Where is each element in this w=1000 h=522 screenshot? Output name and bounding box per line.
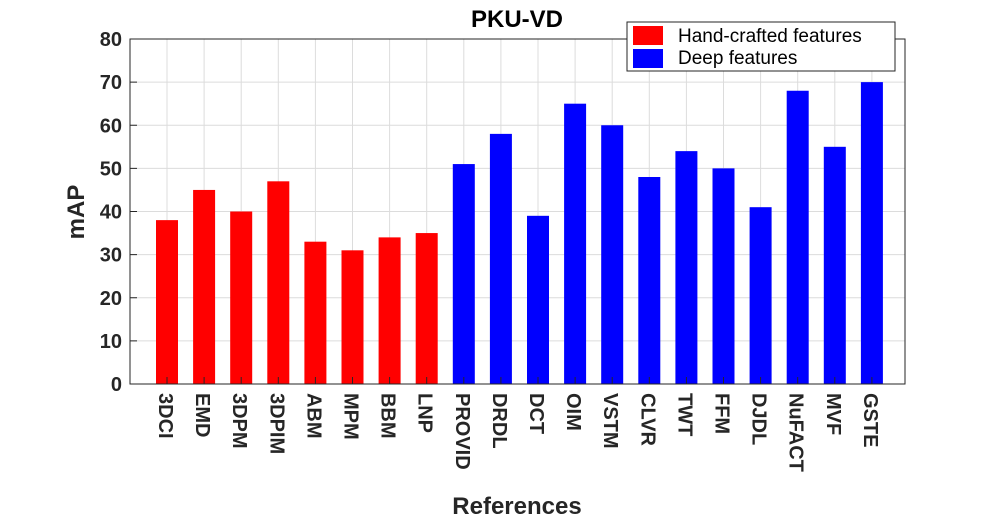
bar-mvf	[823, 146, 846, 384]
bar-3dci	[156, 220, 178, 384]
bar-nufact	[786, 90, 809, 384]
y-tick-label: 40	[100, 202, 122, 224]
bar-twt	[675, 151, 698, 384]
x-tick-label: LNP	[414, 393, 436, 433]
bar-lnp	[415, 233, 438, 384]
bar-3dpm	[230, 211, 253, 384]
x-axis-ticks: 3DCI EMD 3DPM 3DPIM ABM MPM BBM LNP PROVID DRDL DC…	[154, 377, 881, 472]
x-tick-label: EMD	[191, 393, 213, 437]
y-tick-label: 30	[100, 245, 122, 267]
x-tick-label: PROVID	[451, 393, 473, 470]
bar-clvr	[638, 177, 661, 384]
bar-dct	[527, 215, 549, 384]
x-tick-label: DRDL	[488, 393, 510, 449]
y-tick-label: 50	[100, 158, 122, 180]
legend: Hand-crafted features Deep features	[626, 21, 896, 72]
bar-emd	[193, 189, 216, 384]
x-tick-label: DCT	[525, 393, 547, 434]
y-axis-title: mAP	[63, 185, 90, 240]
x-tick-label: MVF	[822, 393, 844, 435]
bar-ffm	[712, 168, 735, 384]
x-tick-label: DJDL	[748, 393, 770, 445]
x-tick-label: VSTM	[599, 393, 621, 449]
x-tick-label: CLVR	[636, 393, 658, 447]
bar-drdl	[489, 133, 512, 384]
y-tick-label: 60	[100, 115, 122, 137]
y-tick-label: 20	[100, 288, 122, 310]
bar-mpm	[341, 250, 364, 384]
chart-title: PKU-VD	[471, 6, 563, 33]
y-tick-label: 0	[111, 374, 122, 396]
x-tick-label: GSTE	[859, 393, 881, 447]
y-axis-ticks: 0 10 20 30 40 50 60 70 80	[100, 29, 137, 396]
bar-vstm	[601, 125, 624, 384]
x-tick-label: 3DCI	[154, 393, 176, 439]
legend-box	[626, 21, 896, 72]
x-tick-label: OIM	[562, 393, 584, 431]
bars	[156, 82, 883, 384]
x-tick-label: TWT	[673, 393, 695, 436]
y-tick-label: 80	[100, 29, 122, 51]
legend-swatch-deep	[633, 49, 663, 68]
x-tick-label: 3DPM	[228, 393, 250, 449]
bar-oim	[564, 103, 587, 384]
x-tick-label: BBM	[377, 393, 399, 439]
x-tick-label: 3DPIM	[265, 393, 287, 454]
x-tick-label: FFM	[711, 393, 733, 434]
x-tick-label: ABM	[302, 393, 324, 439]
bar-provid	[452, 164, 475, 384]
legend-label-hand-crafted: Hand-crafted features	[678, 26, 862, 47]
y-tick-label: 10	[100, 331, 122, 353]
y-tick-label: 70	[100, 72, 122, 94]
x-tick-label: NuFACT	[785, 393, 807, 472]
bar-gste	[860, 82, 883, 384]
x-tick-label: MPM	[340, 393, 362, 440]
bar-3dpim	[267, 181, 290, 384]
x-axis-title: References	[452, 493, 581, 520]
legend-label-deep: Deep features	[678, 48, 797, 69]
bar-abm	[304, 241, 327, 384]
bar-djdl	[749, 207, 772, 384]
bar-bbm	[378, 237, 401, 384]
legend-swatch-hand-crafted	[633, 26, 663, 45]
